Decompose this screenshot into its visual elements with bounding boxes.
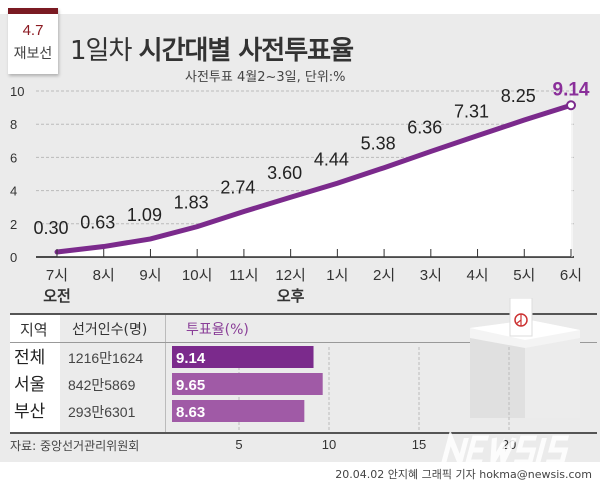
region-label: 부산	[14, 402, 46, 421]
data-label: 0.30	[33, 218, 68, 238]
bar-x-tick-label: 5	[235, 437, 242, 452]
bar-value-label: 9.65	[176, 377, 205, 394]
data-label: 4.44	[314, 149, 349, 169]
page-title: 1일차 시간대별 사전투표율	[70, 30, 354, 67]
bar	[172, 346, 314, 368]
x-tick-label: 7시	[46, 267, 68, 284]
y-tick-label: 4	[10, 184, 17, 199]
data-label: 1.09	[127, 205, 162, 225]
x-tick-label: 3시	[420, 267, 442, 284]
y-tick-label: 6	[10, 150, 17, 165]
x-tick-label: 1시	[326, 267, 348, 284]
bar-value-label: 9.14	[176, 350, 206, 367]
x-tick-label: 8시	[93, 267, 115, 284]
badge-label: 재보선	[13, 46, 53, 62]
bar-x-tick-label: 10	[322, 437, 336, 452]
voter-count: 1216만1624	[68, 350, 143, 366]
y-tick-label: 10	[10, 84, 24, 99]
data-label: 1.83	[174, 193, 209, 213]
region-label: 서울	[14, 375, 45, 394]
col-region: 지역	[20, 321, 48, 339]
x-tick-label: 2시	[373, 267, 395, 284]
bar	[172, 400, 305, 422]
data-label: 0.63	[80, 213, 115, 233]
ballot-box-icon	[470, 298, 580, 418]
data-label: 2.74	[220, 178, 255, 198]
title-main: 시간대별 사전투표율	[138, 36, 354, 66]
watermark-logo	[441, 432, 570, 466]
bar-x-tick-label: 15	[412, 437, 426, 452]
period-label: 오후	[277, 288, 305, 305]
x-tick-label: 4시	[466, 267, 488, 284]
table-header: 지역 선거인수(명) 투표율(%)	[10, 313, 597, 434]
voter-count: 842만5869	[68, 377, 136, 393]
region-label: 전체	[14, 348, 45, 367]
period-label: 오전	[43, 288, 71, 305]
data-label: 5.38	[361, 134, 396, 154]
subtitle: 사전투표 4월2~3일, 단위:%	[185, 70, 346, 85]
data-label: 9.14	[553, 79, 590, 100]
bar-value-label: 8.63	[176, 404, 205, 421]
line-chart: 0 2 4 6 8 10 7시 0.30 8시 0.63 9시 1.09 10시 1.83 11시 2.74 1…	[10, 79, 590, 305]
voter-count: 293만6301	[68, 404, 136, 420]
data-label: 8.25	[501, 86, 536, 106]
x-tick-label: 9시	[139, 267, 161, 284]
y-tick-label: 8	[10, 117, 17, 132]
y-tick-label: 2	[10, 217, 17, 232]
election-badge: 4.7 재보선	[8, 8, 58, 74]
x-tick-label: 10시	[182, 267, 213, 284]
col-voters: 선거인수(명)	[72, 322, 148, 338]
y-tick-label: 0	[10, 250, 17, 265]
x-tick-label: 5시	[513, 267, 535, 284]
title-prefix: 1일차	[70, 36, 132, 66]
bar	[172, 373, 323, 395]
badge-date: 4.7	[22, 22, 44, 39]
area-fill	[57, 105, 571, 257]
credit-line: 20.04.02 안지혜 그래픽 기자 hokma@newsis.com	[335, 468, 592, 481]
data-label: 3.60	[267, 163, 302, 183]
x-tick-label: 12시	[275, 267, 306, 284]
x-tick-label: 11시	[229, 267, 258, 284]
x-tick-label: 6시	[560, 267, 582, 284]
data-label: 7.31	[454, 102, 489, 122]
data-point-last	[566, 100, 576, 111]
data-label: 6.36	[407, 117, 442, 137]
series-line	[54, 102, 574, 255]
source-note: 자료: 중앙선거관리위원회	[10, 439, 140, 453]
col-rate: 투표율(%)	[186, 322, 249, 338]
